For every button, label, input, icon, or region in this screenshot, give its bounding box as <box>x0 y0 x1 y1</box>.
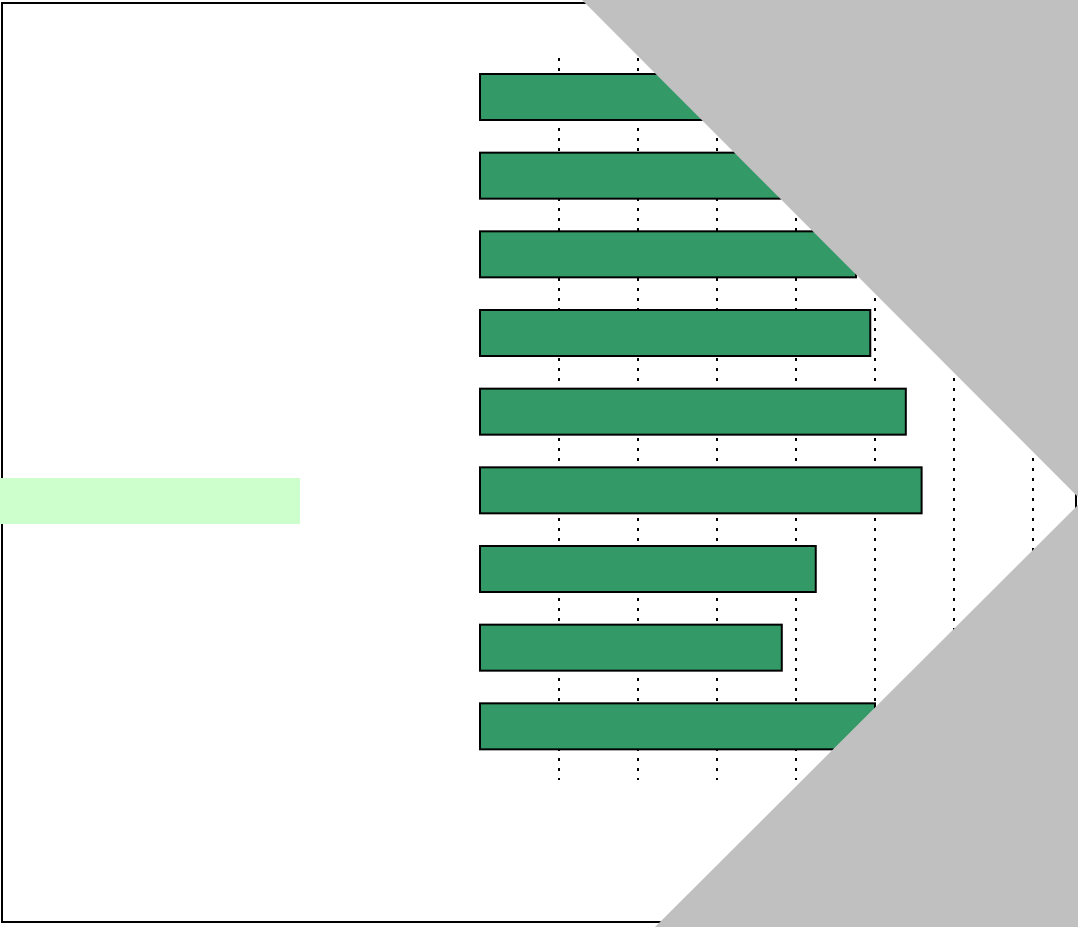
overlay-top <box>582 0 1078 497</box>
highlight <box>0 478 300 524</box>
bar <box>479 309 872 357</box>
bar <box>479 545 817 593</box>
bar <box>479 230 858 279</box>
bar <box>479 623 783 672</box>
bar <box>479 702 876 751</box>
bar <box>479 466 923 515</box>
overlay-bottom <box>655 505 1078 927</box>
bar <box>479 387 907 436</box>
